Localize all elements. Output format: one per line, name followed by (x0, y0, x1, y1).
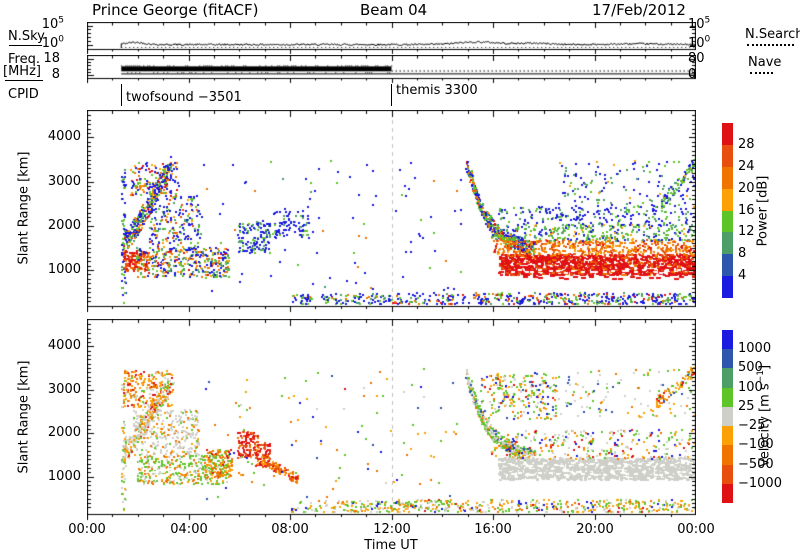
colorbar-segment (722, 483, 733, 503)
colorbar-tick-label: 28 (738, 136, 755, 152)
velocity-range-tick-label: 2000 (47, 425, 81, 440)
colorbar-segment (722, 426, 733, 446)
velocity-rti-plot (87, 319, 696, 521)
nave-dotted-linestyle-key (750, 72, 773, 74)
freq-solid-linestyle-key (5, 80, 43, 81)
noise-panel-plot (87, 22, 696, 56)
power-range-tick-label: 4000 (47, 129, 81, 144)
power-colorbar-title: Power [dB] (755, 175, 771, 247)
nsky-tick-label-top: 105 (41, 15, 64, 32)
colorbar-tick-label: 24 (738, 158, 755, 174)
colorbar-segment (722, 276, 733, 298)
colorbar-tick-label: 16 (738, 202, 755, 218)
colorbar-tick-label: −100 (738, 437, 774, 453)
colorbar-segment (722, 188, 733, 211)
nsky-solid-linestyle-key (9, 45, 42, 46)
velocity-panel-ylabel: Slant Range [km] (16, 360, 32, 474)
freq-tick-label-bottom: 8 (51, 67, 60, 82)
power-panel-ylabel: Slant Range [km] (16, 151, 32, 265)
colorbar-tick-label: 25 (738, 398, 755, 414)
freq-axis-title-line1: Freq. (8, 52, 40, 67)
colorbar-tick-label: 4 (738, 268, 747, 284)
colorbar-segment (722, 464, 733, 484)
colorbar-segment (722, 166, 733, 189)
time-tick-label: 08:00 (271, 522, 309, 537)
colorbar-segment (722, 368, 733, 388)
colorbar-tick-label: 12 (738, 224, 755, 240)
cpid-boundary-tick (391, 84, 392, 106)
power-range-tick-label: 1000 (47, 262, 81, 277)
colorbar-tick-label: 8 (738, 246, 747, 262)
cpid-boundary-tick (121, 84, 122, 106)
cpid-program-themis: themis 3300 (396, 83, 478, 98)
colorbar-segment (722, 232, 733, 255)
colorbar-segment (722, 144, 733, 167)
time-tick-label: 20:00 (576, 522, 614, 537)
time-tick-label: 16:00 (474, 522, 512, 537)
colorbar-segment (722, 210, 733, 233)
date-label: 17/Feb/2012 (592, 1, 686, 19)
power-range-tick-label: 2000 (47, 218, 81, 233)
velocity-range-tick-label: 1000 (47, 469, 81, 484)
power-range-tick-label: 3000 (47, 174, 81, 189)
colorbar-segment (722, 349, 733, 369)
nsearch-dotted-linestyle-key (747, 44, 794, 46)
time-tick-label: 00:00 (68, 522, 106, 537)
colorbar-tick-label: −25 (738, 418, 766, 434)
nsearch-tick-label-bottom: 100 (688, 34, 711, 51)
power-colorbar (722, 123, 733, 298)
colorbar-tick-label: −500 (738, 456, 774, 472)
time-axis-title: Time UT (364, 538, 418, 553)
velocity-colorbar (722, 330, 733, 503)
page-title: Prince George (fitACF) (92, 1, 259, 19)
colorbar-segment (722, 445, 733, 465)
velocity-range-tick-label: 3000 (47, 382, 81, 397)
nave-axis-title: Nave (748, 55, 782, 70)
beam-label: Beam 04 (360, 1, 428, 19)
nave-tick-label-bottom: 0 (688, 67, 697, 82)
colorbar-tick-label: 20 (738, 180, 755, 196)
colorbar-segment (722, 254, 733, 277)
nsearch-axis-title: N.Search (745, 27, 800, 42)
colorbar-tick-label: 500 (738, 360, 763, 376)
freq-axis-title-line2: [MHz] (3, 64, 41, 79)
time-tick-label: 04:00 (170, 522, 208, 537)
nsearch-tick-label-top: 105 (688, 15, 711, 32)
power-rti-plot (87, 110, 696, 313)
colorbar-tick-label: −1000 (738, 475, 782, 491)
cpid-axis-title: CPID (8, 87, 39, 102)
frequency-panel-plot (87, 55, 696, 85)
colorbar-segment (722, 406, 733, 427)
colorbar-segment (722, 387, 733, 407)
cpid-program-twofsound: twofsound −3501 (126, 90, 242, 105)
time-tick-label: 12:00 (373, 522, 411, 537)
nsky-axis-title: N.Sky (8, 29, 45, 44)
colorbar-tick-label: 100 (738, 379, 763, 395)
colorbar-segment (722, 123, 733, 145)
nsky-tick-label-bottom: 100 (41, 34, 64, 51)
time-tick-label: 00:00 (677, 522, 715, 537)
colorbar-segment (722, 330, 733, 350)
velocity-range-tick-label: 4000 (47, 338, 81, 353)
nave-tick-label-top: 80 (688, 51, 705, 66)
freq-tick-label-top: 18 (43, 51, 60, 66)
colorbar-tick-label: 1000 (738, 341, 772, 357)
